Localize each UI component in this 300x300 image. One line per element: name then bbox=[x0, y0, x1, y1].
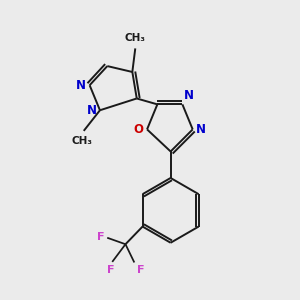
Text: F: F bbox=[98, 232, 105, 242]
Text: O: O bbox=[134, 123, 143, 136]
Text: CH₃: CH₃ bbox=[72, 136, 93, 146]
Text: N: N bbox=[86, 104, 96, 117]
Text: N: N bbox=[76, 79, 86, 92]
Text: N: N bbox=[196, 123, 206, 136]
Text: F: F bbox=[137, 265, 144, 275]
Text: F: F bbox=[107, 265, 114, 275]
Text: CH₃: CH₃ bbox=[125, 33, 146, 43]
Text: N: N bbox=[184, 89, 194, 102]
